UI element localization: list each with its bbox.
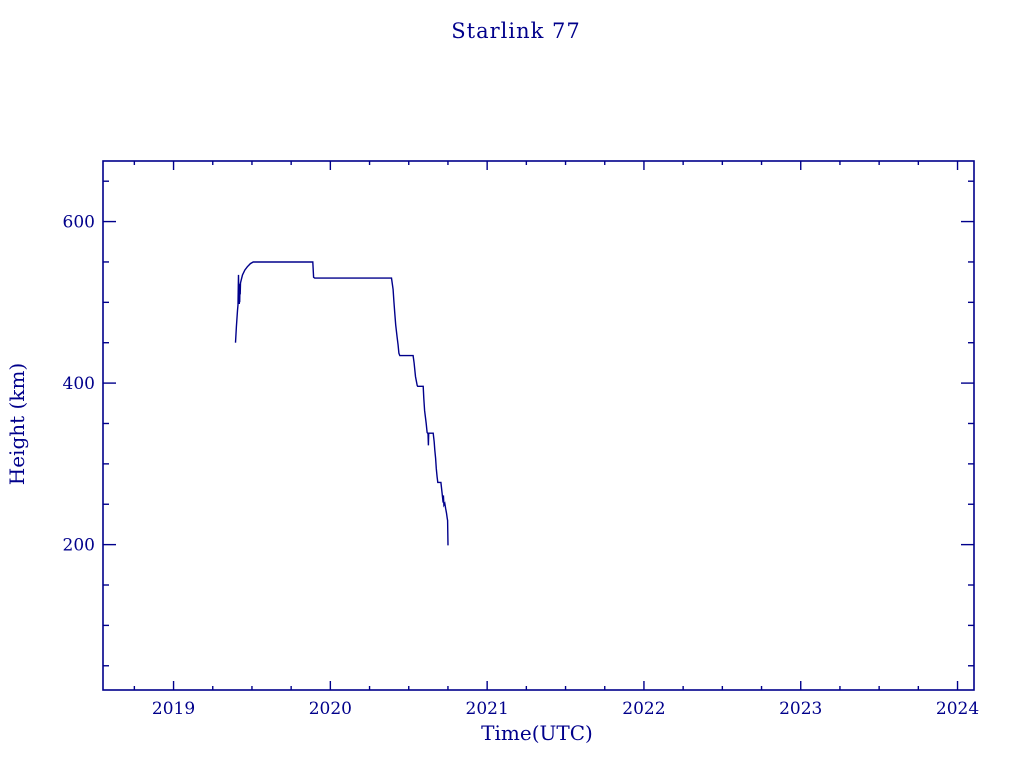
x-tick-label: 2020 <box>309 699 352 719</box>
y-tick-label: 200 <box>63 536 95 556</box>
x-tick-label: 2019 <box>152 699 195 719</box>
x-tick-label: 2024 <box>936 699 979 719</box>
x-axis-label: Time(UTC) <box>481 721 593 745</box>
y-tick-label: 400 <box>63 374 95 394</box>
x-tick-label: 2022 <box>622 699 665 719</box>
x-tick-label: 2023 <box>779 699 822 719</box>
y-axis-label: Height (km) <box>5 363 29 485</box>
axis-ticks <box>103 161 974 690</box>
x-tick-label: 2021 <box>466 699 509 719</box>
axis-tick-labels: 2019 2020 2021 2022 2023 2024 200 400 600 <box>63 213 980 719</box>
height-series-line <box>234 261 449 546</box>
chart-title: Starlink 77 <box>451 19 580 43</box>
plot-frame <box>102 160 975 691</box>
y-tick-label: 600 <box>63 213 95 233</box>
